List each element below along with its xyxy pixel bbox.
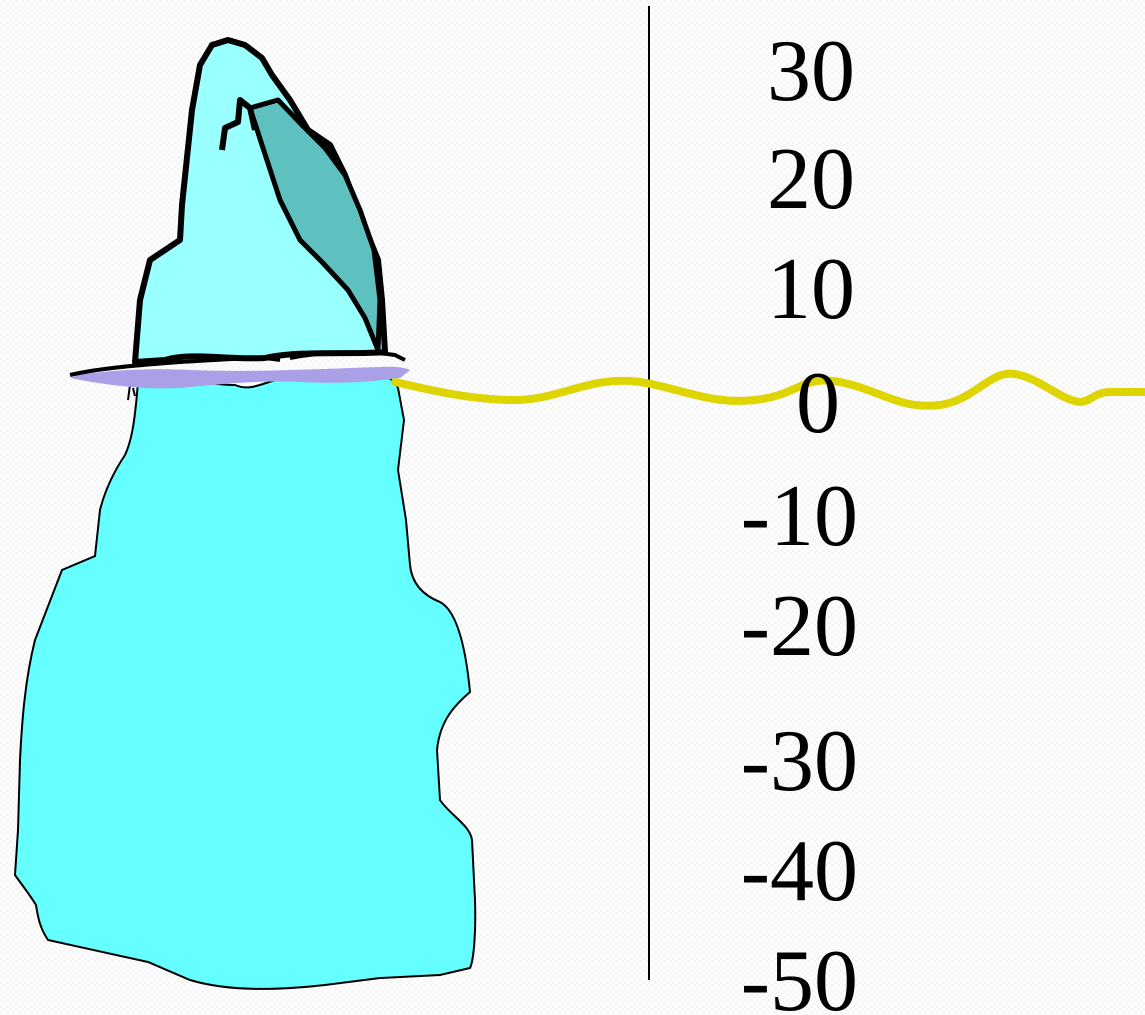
tick-label: -50 (741, 933, 858, 1015)
tick-label: 20 (767, 131, 855, 228)
tick-label: -30 (741, 713, 858, 810)
depth-scale: 30 20 10 0 -10 -20 -30 -40 -50 (741, 23, 858, 1015)
iceberg-underwater-body (13, 371, 477, 990)
iceberg-notch (127, 384, 136, 401)
iceberg-tip (132, 37, 388, 365)
iceberg-tip-crack (219, 97, 258, 151)
tick-label: 30 (767, 23, 855, 120)
iceberg-tip-shadow (247, 97, 383, 353)
tick-label: 0 (796, 355, 840, 452)
waterline (391, 369, 1145, 410)
tick-label: -40 (741, 823, 858, 920)
tick-label: -20 (741, 578, 858, 675)
water-edge (70, 366, 410, 389)
tick-label: -10 (741, 468, 858, 565)
tick-label: 10 (767, 241, 855, 338)
